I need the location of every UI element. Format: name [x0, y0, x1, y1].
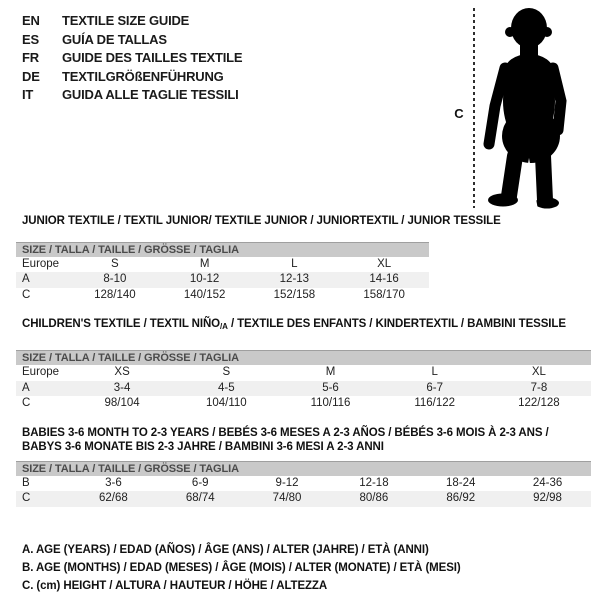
legend-note-c: C. (cm) HEIGHT / ALTURA / HAUTEUR / HÖHE… — [22, 579, 328, 592]
height-measure-label: C — [454, 106, 464, 121]
height-cell: 68/74 — [185, 492, 215, 504]
legend-notes: A. AGE (YEARS) / EDAD (AÑOS) / ÂGE (ANS)… — [22, 541, 600, 595]
babies-size-table: BABIES 3-6 MONTH TO 2-3 YEARS / BEBÉS 3-… — [16, 426, 591, 507]
size-cell: M — [325, 366, 336, 378]
height-cell: 104/110 — [205, 397, 247, 409]
table-row-height: C 128/140 140/152 152/158 158/170 — [16, 288, 429, 304]
language-title-list: EN TEXTILE SIZE GUIDE ES GUÍA DE TALLAS … — [22, 12, 600, 105]
language-code: IT — [22, 87, 34, 102]
size-cell: XL — [377, 257, 392, 270]
months-cell: 3-6 — [105, 476, 122, 489]
age-cell: 10-12 — [189, 273, 220, 285]
table-row-height: C 98/104 104/110 110/116 116/122 122/128 — [16, 396, 591, 412]
table-title-children: CHILDREN'S TEXTILE / TEXTIL NIÑO/A / TEX… — [22, 318, 591, 333]
table-title-babies: BABIES 3-6 MONTH TO 2-3 YEARS / BEBÉS 3-… — [22, 426, 591, 454]
size-cell: L — [431, 366, 438, 378]
height-cell: 62/68 — [99, 492, 128, 504]
table-row-europe: Europe S M L XL — [16, 257, 429, 273]
months-cell: 6-9 — [191, 476, 209, 489]
size-header-bar: SIZE / TALLA / TAILLE / GRÖSSE / TAGLIA — [16, 241, 429, 257]
height-cell: 110/116 — [310, 397, 351, 409]
height-cell: 92/98 — [533, 492, 562, 504]
row-label: B — [22, 476, 30, 489]
size-header-bar: SIZE / TALLA / TAILLE / GRÖSSE / TAGLIA — [16, 350, 591, 365]
language-code: DE — [22, 68, 40, 84]
age-cell: 14-16 — [369, 273, 399, 285]
months-cell: 9-12 — [275, 476, 299, 489]
language-code: ES — [22, 31, 39, 47]
language-title: GUIDE DES TAILLES TEXTILE — [62, 50, 243, 65]
language-row-de: DE TEXTILGRÖßENFÜHRUNG — [22, 68, 600, 87]
age-cell: 4-5 — [217, 381, 235, 394]
language-code: EN — [22, 13, 40, 28]
language-row-it: IT GUIDA ALLE TAGLIE TESSILI — [22, 86, 600, 105]
age-cell: 7-8 — [530, 381, 548, 394]
language-row-fr: FR GUIDE DES TAILLES TEXTILE — [22, 49, 600, 68]
size-cell: S — [111, 257, 119, 270]
language-title: TEXTILE SIZE GUIDE — [62, 13, 190, 28]
table-title-text: JUNIOR TEXTILE / TEXTIL JUNIOR/ TEXTILE … — [22, 214, 501, 227]
legend-note-a: A. AGE (YEARS) / EDAD (AÑOS) / ÂGE (ANS)… — [22, 543, 429, 556]
language-title: TEXTILGRÖßENFÜHRUNG — [62, 68, 224, 84]
row-label: C — [22, 397, 31, 409]
row-label: A — [22, 273, 30, 285]
language-row-en: EN TEXTILE SIZE GUIDE — [22, 12, 600, 31]
table-title-line: BABIES 3-6 MONTH TO 2-3 YEARS / BEBÉS 3-… — [22, 426, 549, 439]
row-label: C — [22, 492, 31, 504]
age-cell: 8-10 — [103, 273, 127, 285]
months-cell: 18-24 — [446, 476, 476, 489]
age-cell: 3-4 — [113, 381, 131, 394]
row-label: Europe — [22, 257, 60, 270]
size-cell: S — [222, 366, 231, 378]
table-row-height: C 62/68 68/74 74/80 80/86 86/92 92/98 — [16, 491, 591, 507]
legend-note-b: B. AGE (MONTHS) / EDAD (MESES) / ÂGE (MO… — [22, 561, 461, 574]
height-cell: 152/158 — [273, 288, 316, 301]
size-cell: XS — [114, 366, 130, 378]
age-cell: 6-7 — [426, 381, 444, 394]
row-label: A — [22, 381, 30, 394]
height-cell: 128/140 — [94, 288, 136, 301]
height-cell: 98/104 — [104, 397, 140, 409]
size-header-bar: SIZE / TALLA / TAILLE / GRÖSSE / TAGLIA — [16, 460, 591, 476]
height-cell: 122/128 — [518, 397, 560, 409]
language-row-es: ES GUÍA DE TALLAS — [22, 31, 600, 50]
table-title-subscript: /A — [220, 322, 228, 331]
height-cell: 158/170 — [363, 288, 405, 301]
table-title-text: CHILDREN'S TEXTILE / TEXTIL NIÑO — [22, 318, 221, 330]
table-row-months: B 3-6 6-9 9-12 12-18 18-24 24-36 — [16, 476, 591, 492]
table-title-line: BABYS 3-6 MONATE BIS 2-3 JAHRE / BAMBINI… — [22, 440, 384, 453]
table-row-age: A 3-4 4-5 5-6 6-7 7-8 — [16, 380, 591, 396]
height-cell: 74/80 — [272, 492, 302, 504]
height-cell: 140/152 — [183, 288, 226, 301]
children-size-table: CHILDREN'S TEXTILE / TEXTIL NIÑO/A / TEX… — [16, 318, 591, 412]
row-label: Europe — [22, 366, 60, 378]
months-cell: 24-36 — [532, 476, 563, 489]
row-label: C — [22, 288, 31, 301]
table-row-age: A 8-10 10-12 12-13 14-16 — [16, 272, 429, 288]
age-cell: 5-6 — [322, 381, 339, 394]
language-title: GUIDA ALLE TAGLIE TESSILI — [62, 87, 239, 102]
age-cell: 12-13 — [279, 273, 310, 285]
junior-size-table: JUNIOR TEXTILE / TEXTIL JUNIOR/ TEXTILE … — [16, 215, 501, 304]
language-code: FR — [22, 50, 39, 65]
table-title-text: / TEXTILE DES ENFANTS / KINDERTEXTIL / B… — [227, 318, 566, 330]
language-title: GUÍA DE TALLAS — [62, 31, 167, 47]
size-cell: XL — [531, 366, 546, 378]
table-row-europe: Europe XS S M L XL — [16, 365, 591, 381]
height-cell: 116/122 — [414, 397, 456, 409]
size-cell: L — [291, 257, 298, 270]
height-cell: 80/86 — [359, 492, 389, 504]
size-cell: M — [199, 257, 210, 270]
height-cell: 86/92 — [446, 492, 476, 504]
months-cell: 12-18 — [359, 476, 389, 489]
table-title-junior: JUNIOR TEXTILE / TEXTIL JUNIOR/ TEXTILE … — [22, 215, 501, 228]
